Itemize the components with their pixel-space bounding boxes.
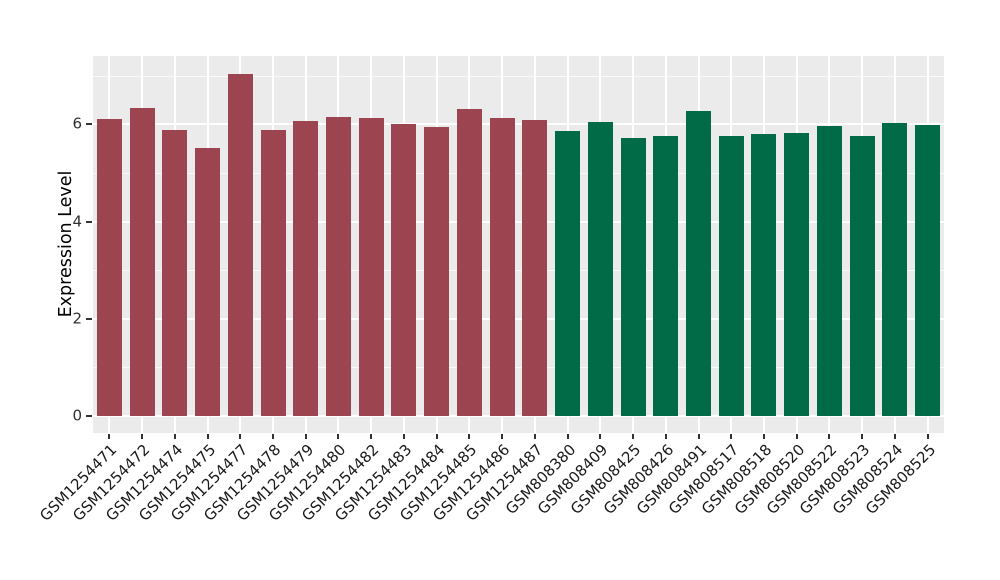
bar-GSM808525 bbox=[915, 124, 941, 416]
x-tick-mark bbox=[533, 434, 536, 439]
x-tick-mark bbox=[632, 434, 635, 439]
bar-GSM1254484 bbox=[424, 127, 450, 416]
x-tick-mark bbox=[402, 434, 405, 439]
y-tick-label: 4 bbox=[72, 212, 82, 231]
bar-GSM808518 bbox=[751, 134, 777, 416]
x-tick-mark bbox=[828, 434, 831, 439]
y-tick-label: 6 bbox=[72, 114, 82, 133]
bar-GSM1254478 bbox=[260, 130, 286, 416]
y-tick-label: 2 bbox=[72, 309, 82, 328]
bar-GSM1254475 bbox=[195, 148, 221, 416]
bar-GSM1254483 bbox=[391, 124, 417, 416]
bar-GSM1254485 bbox=[456, 109, 482, 416]
x-tick-mark bbox=[435, 434, 438, 439]
bar-GSM1254471 bbox=[96, 118, 122, 416]
bar-GSM808491 bbox=[686, 111, 712, 416]
x-tick-mark bbox=[697, 434, 700, 439]
x-tick-mark bbox=[893, 434, 896, 439]
bar-GSM1254477 bbox=[227, 74, 253, 416]
x-tick-mark bbox=[304, 434, 307, 439]
x-tick-mark bbox=[272, 434, 275, 439]
x-tick-mark bbox=[762, 434, 765, 439]
y-axis-title: Expression Level bbox=[56, 170, 76, 318]
x-tick-mark bbox=[141, 434, 144, 439]
x-tick-mark bbox=[206, 434, 209, 439]
x-tick-mark bbox=[239, 434, 242, 439]
minor-gridline bbox=[93, 75, 944, 77]
bar-GSM1254486 bbox=[489, 118, 515, 416]
major-gridline bbox=[93, 415, 944, 417]
x-tick-mark bbox=[926, 434, 929, 439]
bar-GSM808523 bbox=[849, 135, 875, 416]
bar-GSM808409 bbox=[587, 122, 613, 416]
bar-GSM1254472 bbox=[129, 107, 155, 416]
x-tick-mark bbox=[566, 434, 569, 439]
plot-panel bbox=[93, 56, 944, 433]
y-tick-mark bbox=[86, 220, 92, 223]
minor-gridline bbox=[93, 173, 944, 174]
x-tick-mark bbox=[370, 434, 373, 439]
x-tick-mark bbox=[664, 434, 667, 439]
x-tick-mark bbox=[337, 434, 340, 439]
bar-GSM1254479 bbox=[293, 121, 319, 416]
bar-GSM808380 bbox=[555, 131, 581, 416]
x-tick-mark bbox=[730, 434, 733, 439]
y-tick-label: 0 bbox=[72, 406, 82, 425]
bar-GSM1254474 bbox=[162, 129, 188, 416]
x-tick-mark bbox=[468, 434, 471, 439]
major-gridline bbox=[93, 317, 944, 320]
major-gridline bbox=[93, 220, 944, 223]
x-tick-mark bbox=[173, 434, 176, 439]
bar-GSM808524 bbox=[882, 122, 908, 416]
bar-GSM808426 bbox=[653, 135, 679, 416]
y-tick-mark bbox=[86, 123, 92, 126]
x-tick-mark bbox=[501, 434, 504, 439]
bar-GSM1254482 bbox=[358, 118, 384, 416]
y-tick-mark bbox=[86, 415, 92, 417]
bar-GSM808520 bbox=[784, 133, 810, 416]
y-tick-mark bbox=[86, 317, 92, 320]
bar-GSM808425 bbox=[620, 137, 646, 416]
x-tick-mark bbox=[599, 434, 602, 439]
x-tick-mark bbox=[861, 434, 864, 439]
x-tick-mark bbox=[795, 434, 798, 439]
x-tick-mark bbox=[108, 434, 111, 439]
bar-GSM808522 bbox=[816, 126, 842, 416]
minor-gridline bbox=[93, 367, 944, 369]
bar-GSM808517 bbox=[718, 135, 744, 416]
minor-gridline bbox=[93, 270, 944, 272]
bar-GSM1254480 bbox=[325, 116, 351, 416]
bar-GSM1254487 bbox=[522, 119, 548, 416]
major-gridline bbox=[93, 123, 944, 126]
